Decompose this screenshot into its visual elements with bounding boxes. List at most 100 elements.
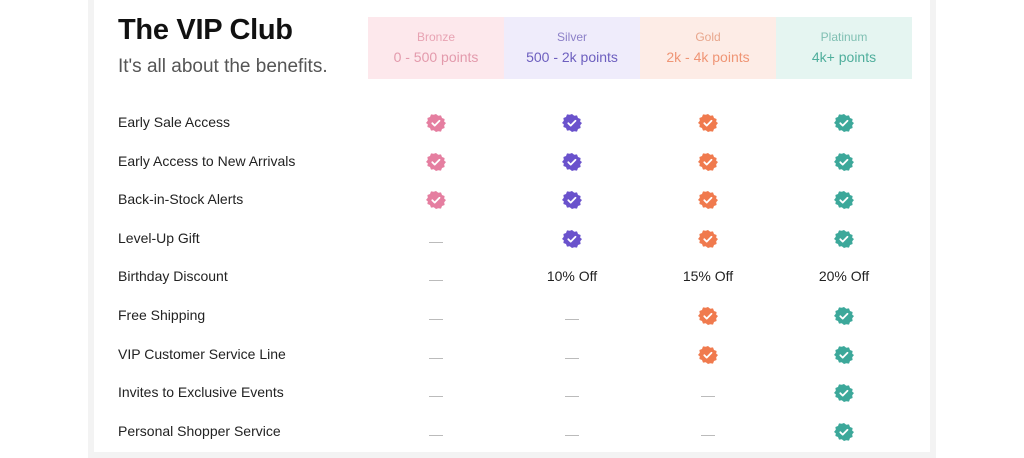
benefit-row: Level-Up Gift bbox=[118, 229, 918, 250]
verified-check-icon bbox=[698, 114, 718, 132]
benefit-row: Back-in-Stock Alerts bbox=[118, 191, 918, 211]
not-included-dash bbox=[429, 357, 443, 359]
benefit-cell-bronze bbox=[368, 346, 504, 366]
tier-header-platinum: Platinum 4k+ points bbox=[776, 17, 912, 79]
not-included-dash bbox=[565, 319, 579, 320]
benefit-cell-bronze bbox=[368, 268, 504, 288]
benefit-cell-gold: 15% Off bbox=[640, 268, 776, 288]
benefit-row: Early Access to New Arrivals bbox=[118, 152, 918, 173]
benefit-cell-platinum bbox=[776, 384, 912, 404]
page-subtitle: It's all about the benefits. bbox=[118, 56, 328, 77]
benefit-cell-gold bbox=[640, 229, 776, 250]
tier-name: Bronze bbox=[416, 30, 456, 44]
benefit-label: Level-Up Gift bbox=[118, 229, 200, 246]
verified-check-icon bbox=[834, 229, 854, 248]
tier-points: 0 - 500 points bbox=[393, 49, 479, 65]
benefit-label: Early Sale Access bbox=[118, 114, 231, 130]
verified-check-icon bbox=[698, 229, 718, 248]
verified-check-icon bbox=[698, 307, 718, 325]
benefit-cell-platinum bbox=[776, 152, 912, 173]
benefit-row: Invites to Exclusive Events bbox=[118, 384, 918, 404]
verified-check-icon bbox=[834, 191, 854, 210]
benefit-row: Personal Shopper Service bbox=[118, 422, 918, 443]
benefit-cell-silver bbox=[504, 114, 640, 134]
benefit-cell-bronze bbox=[368, 114, 504, 134]
verified-check-icon bbox=[698, 191, 718, 210]
benefit-cell-silver bbox=[504, 307, 640, 327]
benefit-cell-silver bbox=[504, 191, 640, 211]
verified-check-icon bbox=[698, 345, 718, 364]
benefit-label: Early Access to New Arrivals bbox=[118, 152, 296, 169]
benefit-cell-silver: 10% Off bbox=[504, 268, 640, 288]
not-included-dash bbox=[565, 434, 579, 436]
benefit-label: Back-in-Stock Alerts bbox=[118, 191, 244, 208]
benefit-cell-platinum: 20% Off bbox=[776, 268, 912, 288]
tier-header-silver: Silver 500 - 2k points bbox=[504, 17, 640, 79]
not-included-dash bbox=[565, 396, 579, 398]
benefit-cell-gold bbox=[640, 345, 776, 366]
benefit-row: Free Shipping bbox=[118, 307, 918, 327]
benefit-cell-gold bbox=[640, 152, 776, 173]
benefit-cell-bronze bbox=[368, 230, 504, 250]
benefit-label: Personal Shopper Service bbox=[118, 422, 281, 439]
benefit-value: 20% Off bbox=[818, 268, 870, 285]
not-included-dash bbox=[429, 434, 443, 436]
verified-check-icon bbox=[834, 114, 854, 132]
benefit-value: 10% Off bbox=[546, 268, 598, 285]
benefit-cell-gold bbox=[640, 191, 776, 211]
benefit-label: VIP Customer Service Line bbox=[118, 345, 286, 362]
benefit-cell-gold bbox=[640, 423, 776, 443]
verified-check-icon bbox=[426, 152, 446, 171]
benefit-label: Birthday Discount bbox=[118, 268, 228, 285]
tier-header-bronze: Bronze 0 - 500 points bbox=[368, 17, 504, 79]
benefit-cell-bronze bbox=[368, 191, 504, 211]
page-title: The VIP Club bbox=[118, 14, 293, 46]
not-included-dash bbox=[429, 396, 443, 398]
verified-check-icon bbox=[562, 229, 582, 248]
tier-name: Silver bbox=[556, 30, 587, 44]
tier-name: Platinum bbox=[820, 30, 868, 44]
tier-points: 4k+ points bbox=[811, 49, 877, 65]
not-included-dash bbox=[701, 396, 715, 398]
verified-check-icon bbox=[834, 345, 854, 364]
benefit-cell-gold bbox=[640, 384, 776, 404]
benefit-label: Invites to Exclusive Events bbox=[118, 384, 284, 401]
verified-check-icon bbox=[562, 152, 582, 171]
benefit-cell-platinum bbox=[776, 229, 912, 250]
benefit-cell-bronze bbox=[368, 423, 504, 443]
benefit-cell-bronze bbox=[368, 384, 504, 404]
verified-check-icon bbox=[562, 114, 582, 132]
benefit-row: Birthday Discount 10% Off 15% Off 20% Off bbox=[118, 268, 918, 288]
tier-header-gold: Gold 2k - 4k points bbox=[640, 17, 776, 79]
benefit-value: 15% Off bbox=[682, 268, 734, 285]
verified-check-icon bbox=[426, 114, 446, 132]
benefit-cell-silver bbox=[504, 384, 640, 404]
benefit-cell-platinum bbox=[776, 345, 912, 366]
benefit-cell-silver bbox=[504, 152, 640, 173]
benefit-cell-platinum bbox=[776, 191, 912, 211]
benefit-cell-bronze bbox=[368, 307, 504, 327]
not-included-dash bbox=[701, 434, 715, 436]
benefit-row: Early Sale Access bbox=[118, 114, 918, 134]
verified-check-icon bbox=[834, 152, 854, 171]
benefit-cell-silver bbox=[504, 346, 640, 366]
verified-check-icon bbox=[426, 191, 446, 210]
tier-points: 2k - 4k points bbox=[666, 49, 750, 65]
benefit-cell-silver bbox=[504, 423, 640, 443]
verified-check-icon bbox=[698, 152, 718, 171]
benefit-cell-platinum bbox=[776, 114, 912, 134]
benefit-row: VIP Customer Service Line bbox=[118, 345, 918, 366]
benefit-cell-platinum bbox=[776, 422, 912, 443]
benefit-cell-gold bbox=[640, 307, 776, 327]
benefit-label: Free Shipping bbox=[118, 307, 206, 323]
benefit-cell-gold bbox=[640, 114, 776, 134]
not-included-dash bbox=[429, 241, 443, 243]
benefit-cell-silver bbox=[504, 229, 640, 250]
verified-check-icon bbox=[562, 191, 582, 210]
tier-name: Gold bbox=[695, 30, 721, 44]
benefit-cell-bronze bbox=[368, 152, 504, 173]
not-included-dash bbox=[565, 357, 579, 359]
benefit-cell-platinum bbox=[776, 307, 912, 327]
not-included-dash bbox=[429, 319, 443, 320]
not-included-dash bbox=[429, 280, 443, 282]
